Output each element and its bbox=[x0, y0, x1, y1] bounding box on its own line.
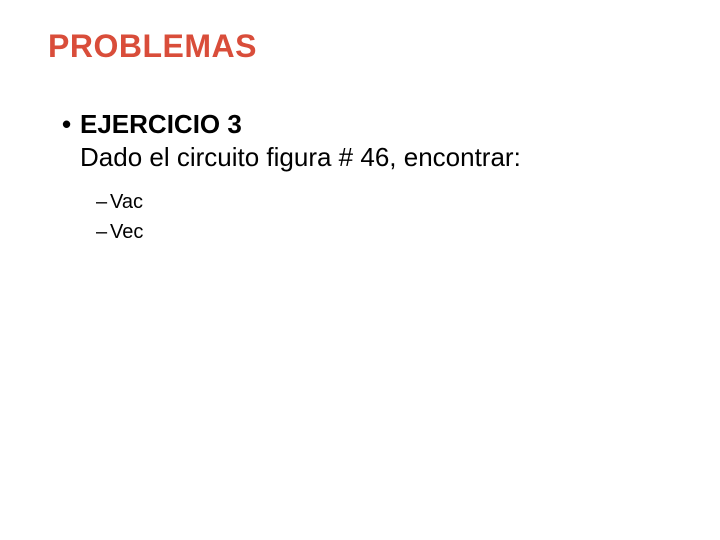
exercise-heading-line: •EJERCICIO 3 bbox=[62, 108, 680, 141]
exercise-heading: EJERCICIO 3 bbox=[80, 109, 242, 139]
dash-icon: – bbox=[96, 217, 110, 247]
sub-list: –Vac –Vec bbox=[96, 187, 680, 247]
slide-title: PROBLEMAS bbox=[48, 28, 257, 65]
slide: PROBLEMAS •EJERCICIO 3 Dado el circuito … bbox=[0, 0, 720, 540]
dash-icon: – bbox=[96, 187, 110, 217]
subitem-label: Vec bbox=[110, 221, 143, 243]
exercise-description: Dado el circuito figura # 46, encontrar: bbox=[80, 141, 680, 174]
subitem-label: Vac bbox=[110, 191, 143, 213]
bullet-icon: • bbox=[62, 108, 80, 141]
slide-body: •EJERCICIO 3 Dado el circuito figura # 4… bbox=[62, 108, 680, 247]
list-item: –Vec bbox=[96, 217, 680, 247]
list-item: –Vac bbox=[96, 187, 680, 217]
